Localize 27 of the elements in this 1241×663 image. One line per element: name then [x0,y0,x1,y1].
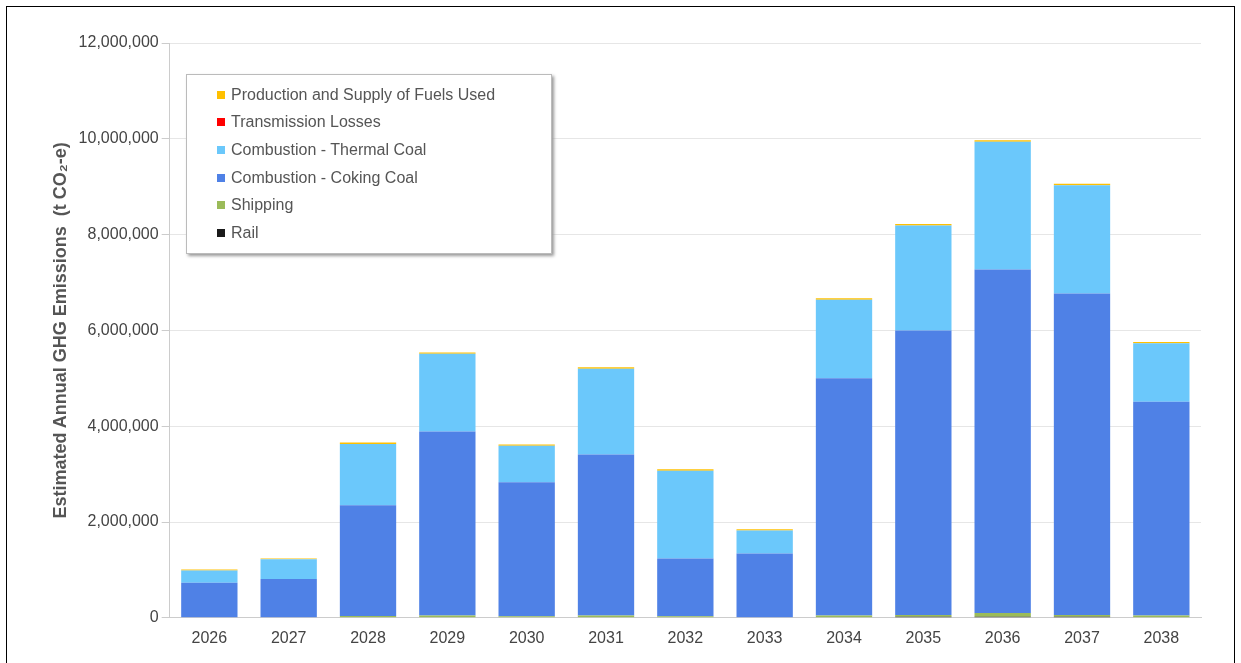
y-tick-label: 6,000,000 [87,320,159,338]
legend-label: Shipping [231,196,294,215]
x-tick-label: 2037 [1064,628,1100,646]
y-tick-label: 0 [149,608,159,626]
x-tick-label: 2036 [984,628,1021,646]
x-tick-label: 2031 [588,628,624,646]
legend-label: Production and Supply of Fuels Used [231,85,496,104]
x-tick-label: 2030 [508,628,545,646]
x-tick-label: 2029 [429,628,466,646]
x-tick-label: 2032 [667,628,704,646]
y-tick-label: 8,000,000 [87,225,159,243]
y-tick-label: 2,000,000 [87,512,159,530]
legend-label: Combustion - Coking Coal [231,168,418,187]
legend-label: Transmission Losses [231,113,381,132]
x-tick-label: 2028 [350,628,386,646]
x-tick-label: 2026 [191,628,228,646]
legend-label: Combustion - Thermal Coal [231,140,427,159]
legend-label: Rail [231,223,259,242]
y-tick-label: 4,000,000 [87,416,159,434]
x-tick-label: 2034 [826,628,862,646]
x-tick-label: 2027 [270,628,307,646]
x-tick-label: 2033 [746,628,783,646]
x-tick-label: 2038 [1143,628,1180,646]
y-tick-label: 10,000,000 [78,129,159,147]
y-tick-label: 12,000,000 [78,33,159,51]
y-axis-title: Estimated Annual GHG Emissions (t CO₂-e) [49,142,70,519]
x-tick-label: 2035 [905,628,942,646]
